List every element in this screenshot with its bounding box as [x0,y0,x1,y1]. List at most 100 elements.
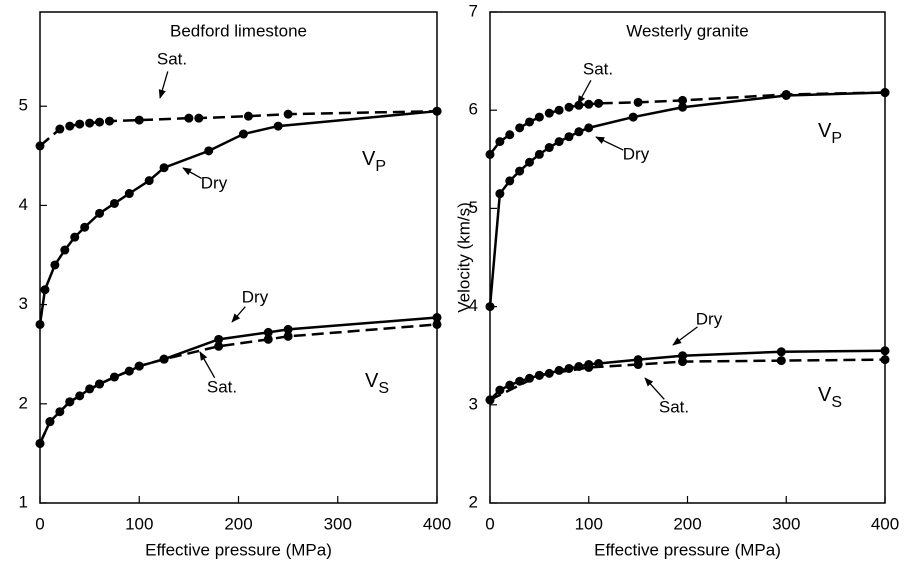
data-point [776,356,786,366]
data-point [238,129,248,139]
data-point [283,331,293,341]
data-point [204,146,214,156]
data-point [678,95,688,105]
wave-subscript: S [378,380,389,397]
data-point [432,313,442,323]
label-arrow [182,167,202,180]
series-label: Sat. [659,397,689,416]
data-point [184,113,194,123]
data-point [495,137,505,147]
wave-label: VP [362,148,386,175]
data-point [104,116,114,126]
wave-symbol: V [362,148,376,170]
x-axis-label: Effective pressure (MPa) [145,540,332,559]
y-tick-label: 2 [469,492,478,511]
series-line [489,349,886,401]
label-arrow [595,136,624,151]
y-tick-label: 7 [469,1,478,20]
y-tick-label: 3 [469,394,478,413]
data-point [880,346,890,356]
data-point [50,260,60,270]
data-point [95,379,105,389]
x-tick-label: 300 [324,514,352,533]
data-point [554,137,564,147]
data-point [781,90,791,100]
data-point [283,324,293,334]
data-point [144,176,154,186]
data-point [85,118,95,128]
label-arrow [672,326,698,346]
data-point [45,417,55,427]
y-tick-label: 3 [19,294,28,313]
wave-subscript: P [831,130,842,147]
data-point [678,357,688,367]
data-point [40,285,50,295]
y-tick-label: 4 [469,296,478,315]
series-label: Dry [242,287,269,306]
data-point [776,347,786,357]
data-point [525,157,534,167]
data-point [584,99,594,109]
data-point [505,176,515,186]
data-point [554,105,564,115]
data-point [35,141,45,151]
data-point [495,385,505,395]
data-point [263,334,273,344]
y-tick-label: 5 [469,198,478,217]
data-point [534,370,544,380]
data-point [544,108,554,118]
series-label: Dry [201,173,228,192]
data-point [485,149,495,159]
data-point [55,124,65,134]
data-point [534,112,544,122]
data-point [633,360,643,370]
data-point [584,123,594,133]
data-point [628,112,638,122]
data-point [273,121,283,131]
data-point [515,376,525,386]
series-label: Sat. [583,59,613,78]
series-line [489,91,886,156]
data-point [495,189,505,199]
x-tick-label: 200 [673,514,701,533]
data-point [544,143,554,153]
x-tick-label: 400 [423,514,451,533]
wave-symbol: V [365,370,379,392]
y-tick-label: 1 [19,492,28,511]
data-point [880,355,890,365]
series-label: Sat. [157,49,187,68]
data-point [564,102,574,112]
data-point [124,189,134,199]
series-label: Sat. [207,377,237,396]
data-point [65,121,75,131]
series-line [38,323,438,445]
data-point [515,166,525,176]
series-label: Dry [696,309,723,328]
y-tick-label: 5 [19,96,28,115]
data-point [95,117,105,127]
data-point [633,97,643,107]
data-point [594,98,604,108]
data-point [214,341,224,351]
data-point [109,198,119,208]
y-tick-label: 2 [19,393,28,412]
data-point [194,113,204,123]
data-point [554,365,564,375]
wave-subscript: P [375,158,386,175]
data-point [243,111,253,121]
data-point [564,132,574,142]
data-point [283,109,293,119]
y-tick-label: 6 [469,100,478,119]
x-tick-label: 0 [35,514,44,533]
data-point [134,361,144,371]
data-point [95,208,105,218]
x-tick-label: 100 [575,514,603,533]
data-point [505,380,515,390]
data-point [35,319,45,329]
data-point [159,163,169,173]
data-point [505,130,515,140]
x-tick-label: 100 [125,514,153,533]
wave-symbol: V [818,384,832,406]
series-label: Dry [623,144,650,163]
